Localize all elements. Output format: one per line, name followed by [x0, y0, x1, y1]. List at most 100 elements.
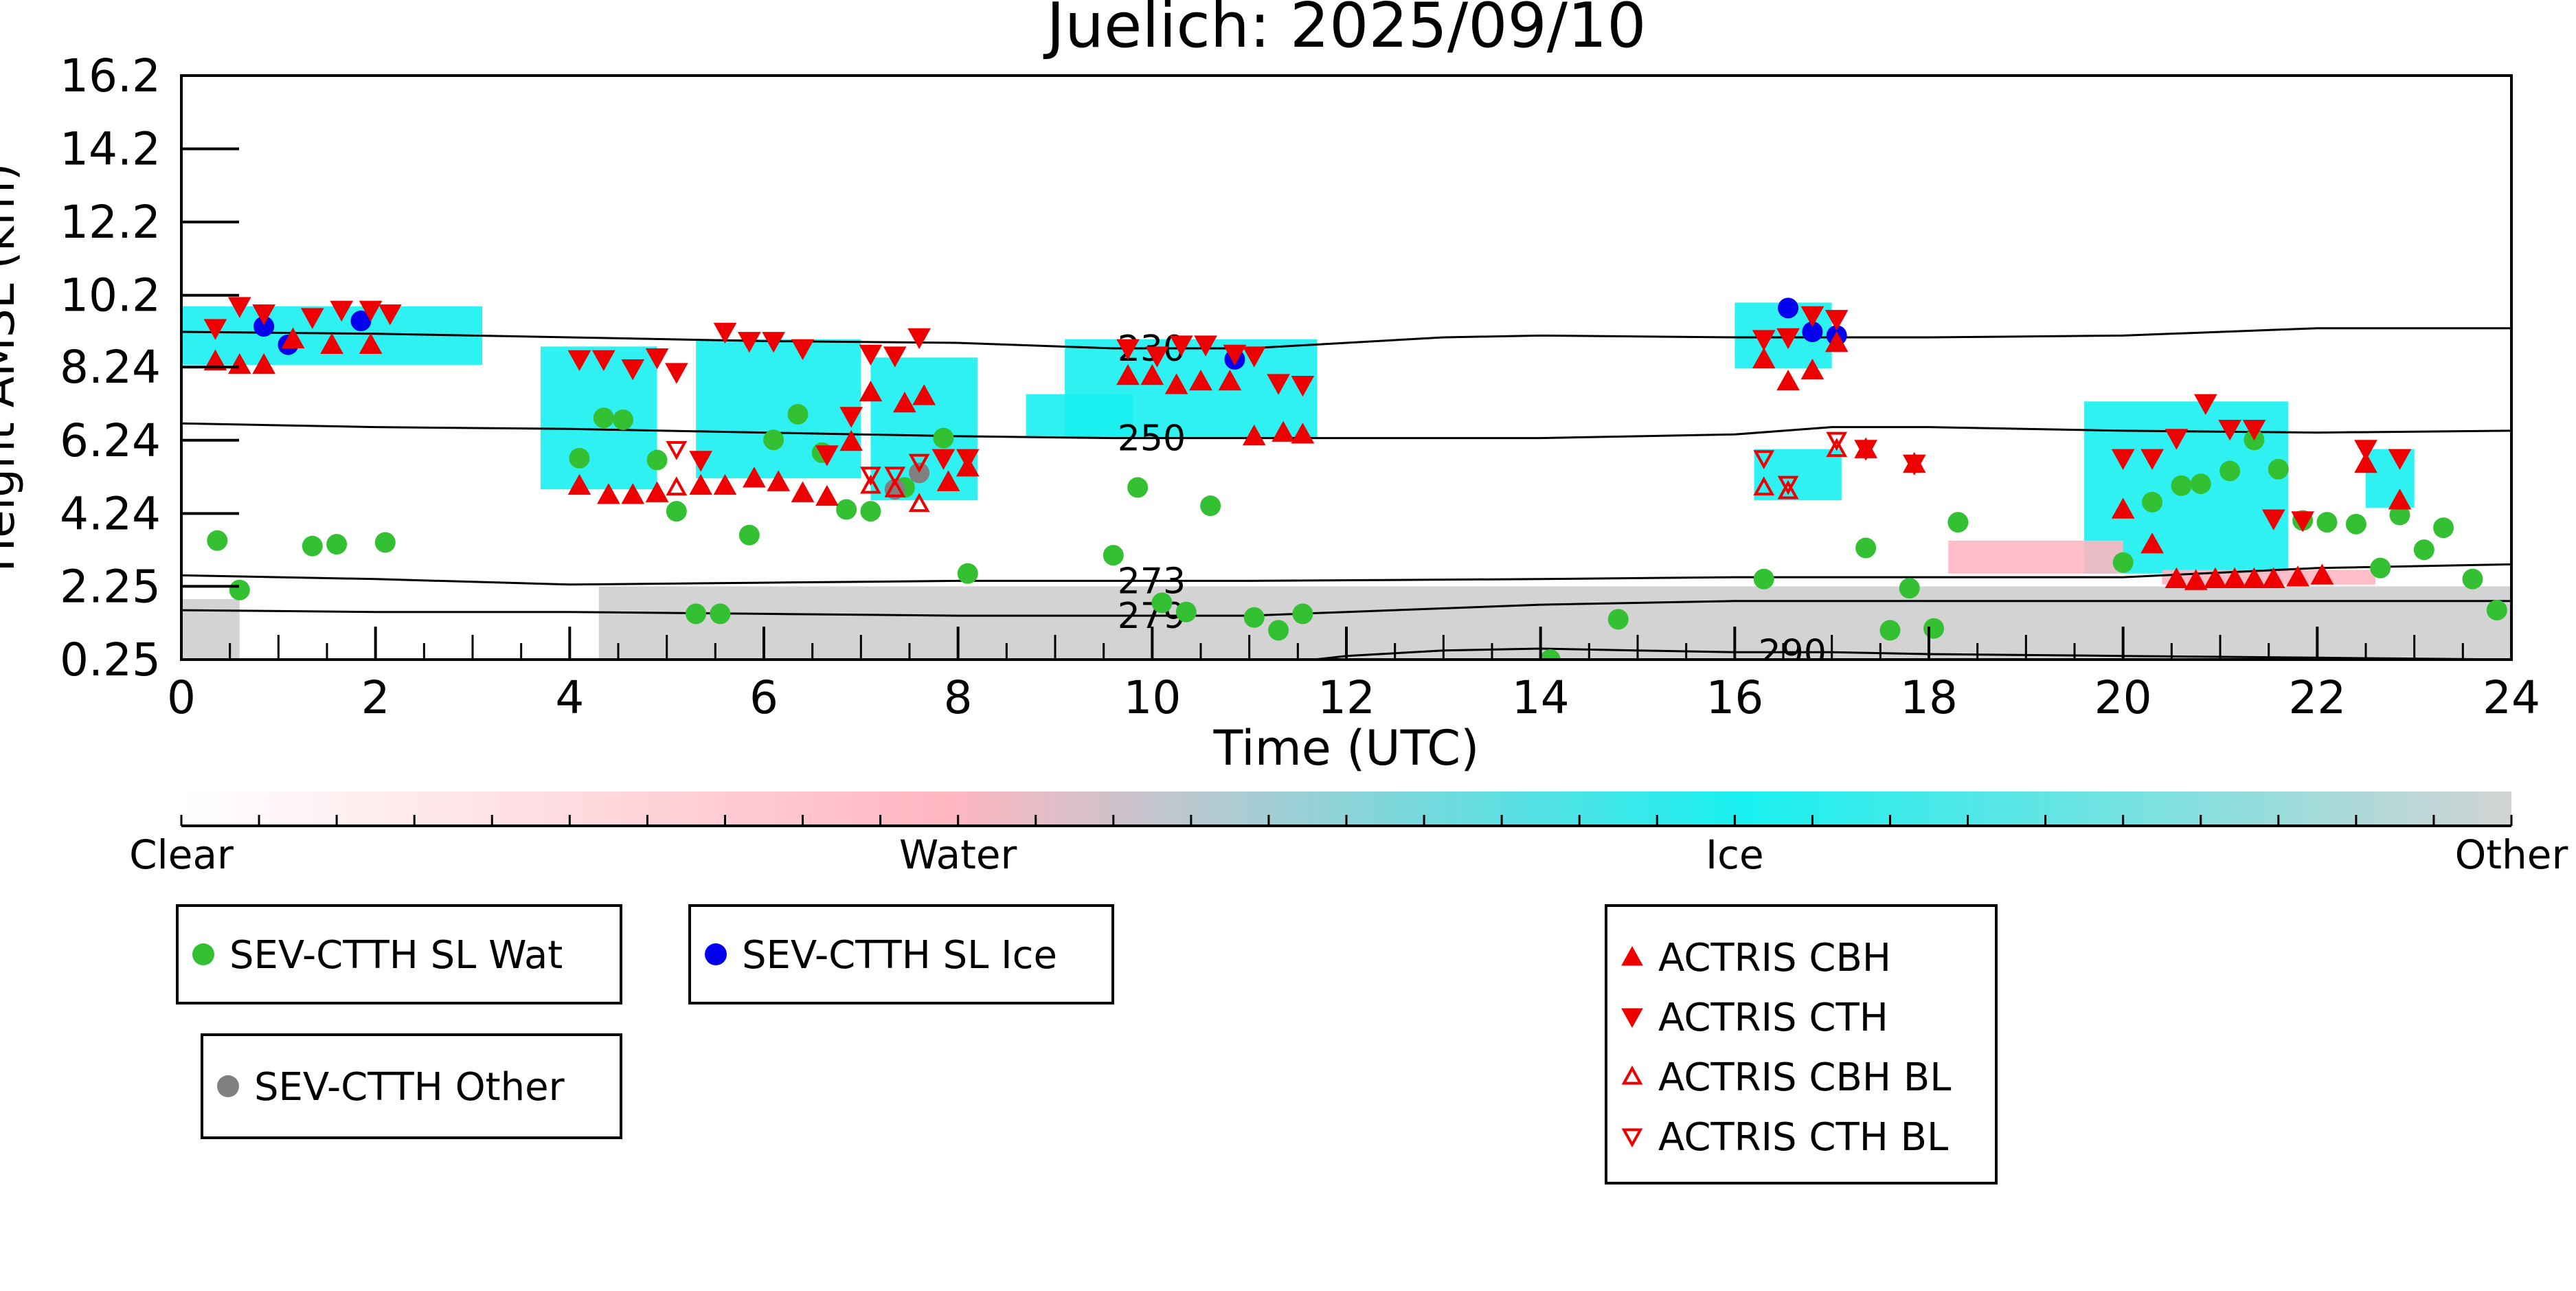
point-actris-cbh [767, 470, 791, 491]
point-sev-ctth-sl-wat [860, 501, 881, 522]
point-actris-cbh [1242, 424, 1266, 446]
point-actris-cth [791, 339, 815, 361]
point-actris-cth [379, 304, 402, 326]
point-actris-cbh [2184, 569, 2208, 590]
legend-marker [217, 1075, 239, 1097]
point-actris-cbh [203, 349, 227, 370]
point-actris-cbh [2165, 567, 2189, 589]
isotherm-273 [181, 563, 2511, 586]
point-sev-ctth-sl-wat [229, 579, 250, 600]
point-actris-cbh [252, 352, 275, 374]
point-actris-cbh [912, 384, 936, 405]
legend-label: SEV-CTTH Other [254, 1065, 565, 1110]
y-tick-label: 12.2 [60, 196, 161, 249]
colorbar-label: Ice [1706, 831, 1764, 878]
y-tick-label: 14.2 [60, 123, 161, 176]
colorbar-label: Other [2455, 831, 2568, 878]
point-actris-cbh [2111, 497, 2135, 519]
point-sev-ctth-sl-wat [1899, 578, 1920, 599]
legend-marker [705, 943, 727, 965]
point-actris-cbh [1116, 363, 1140, 385]
isotherm-label: 290 [1759, 632, 1827, 673]
x-axis-label: Time (UTC) [1213, 720, 1480, 776]
point-sev-ctth-sl-wat [613, 409, 634, 430]
point-actris-cbh [839, 429, 863, 451]
y-tick-label: 8.24 [60, 341, 161, 394]
point-actris-cbh [893, 391, 916, 413]
point-actris-cth [883, 346, 907, 368]
point-sev-ctth-sl-wat [374, 532, 396, 553]
point-sev-ctth-sl-wat [593, 407, 614, 429]
point-actris-cbh [815, 484, 839, 506]
point-sev-ctth-sl-wat [2171, 475, 2192, 496]
data-points [203, 297, 2507, 660]
cloud-patch-ice [2366, 449, 2415, 508]
point-actris-cth [1194, 335, 1217, 357]
point-sev-ctth-sl-wat [666, 501, 687, 522]
point-sev-ctth-sl-wat [1268, 620, 1289, 641]
point-actris-cth [1800, 306, 1824, 328]
point-actris-cbh-bl [908, 493, 930, 513]
point-sev-ctth-sl-wat [1753, 568, 1774, 590]
point-sev-ctth-sl-wat [763, 429, 784, 451]
point-sev-ctth-sl-wat [2389, 504, 2410, 526]
legend: SEV-CTTH SL Wat SEV-CTTH SL Ice SEV-CTTH O… [176, 904, 1998, 1185]
cloud-patch-ice [696, 339, 861, 479]
point-actris-cbh [320, 333, 343, 354]
point-actris-cbh [597, 483, 620, 504]
point-actris-cth [1242, 346, 1266, 368]
y-tick-label: 0.25 [60, 633, 161, 686]
point-actris-cth [859, 344, 883, 366]
legend-marker [192, 943, 214, 965]
point-actris-cth [1145, 346, 1169, 368]
point-sev-ctth-sl-wat [1923, 618, 1945, 639]
point-sev-ctth-sl-wat [569, 447, 590, 469]
point-sev-ctth-sl-wat [2370, 557, 2391, 579]
point-actris-cth-bl [1777, 475, 1799, 495]
legend-label: ACTRIS CTH [1658, 996, 1888, 1040]
point-actris-cth [1116, 339, 1140, 361]
point-actris-cth [567, 350, 591, 372]
legend-marker [1621, 1065, 1643, 1085]
point-sev-ctth-sl-wat [2413, 539, 2434, 561]
point-actris-cth [1291, 376, 1315, 397]
point-actris-cbh [936, 470, 960, 491]
point-actris-cth [1267, 374, 1290, 395]
point-actris-cth [1824, 310, 1849, 331]
point-actris-cth [1169, 335, 1193, 357]
point-actris-cth-bl [884, 467, 906, 486]
legend-marker [1621, 945, 1643, 966]
point-sev-ctth-sl-wat [1243, 607, 1265, 628]
point-actris-cth [330, 300, 354, 322]
point-actris-cth [815, 445, 839, 467]
point-actris-cbh [1189, 369, 1212, 391]
point-actris-cth [1223, 344, 1247, 366]
point-sev-ctth-sl-wat [1175, 601, 1197, 622]
legend-box [176, 904, 622, 1004]
cloud-patch-water [1948, 540, 2123, 574]
chart-title: Juelich: 2025/09/10 [1043, 0, 1646, 62]
point-sev-ctth-sl-wat [2462, 568, 2483, 590]
point-actris-cth [2354, 440, 2377, 461]
point-actris-cth [737, 332, 761, 353]
point-actris-cth [300, 308, 324, 329]
point-actris-cth [252, 304, 275, 326]
point-actris-cbh-bl [860, 474, 881, 494]
point-sev-ctth-sl-wat [1103, 545, 1124, 566]
point-actris-cbh [227, 352, 251, 374]
point-sev-ctth-sl-wat [2112, 552, 2134, 573]
point-actris-cbh [859, 380, 883, 402]
colorbar-label: Water [899, 831, 1017, 878]
point-actris-cbh [1272, 420, 1295, 442]
point-sev-ctth-sl-wat [738, 524, 760, 546]
point-actris-cth [2193, 394, 2217, 415]
point-actris-cth [931, 449, 956, 470]
point-actris-cth [2218, 419, 2241, 441]
point-actris-cth [2291, 511, 2314, 532]
point-actris-cbh [645, 481, 669, 502]
x-tick-label: 4 [555, 671, 584, 724]
point-sev-ctth-sl-wat [2190, 473, 2211, 495]
x-tick-label: 24 [2483, 671, 2540, 724]
